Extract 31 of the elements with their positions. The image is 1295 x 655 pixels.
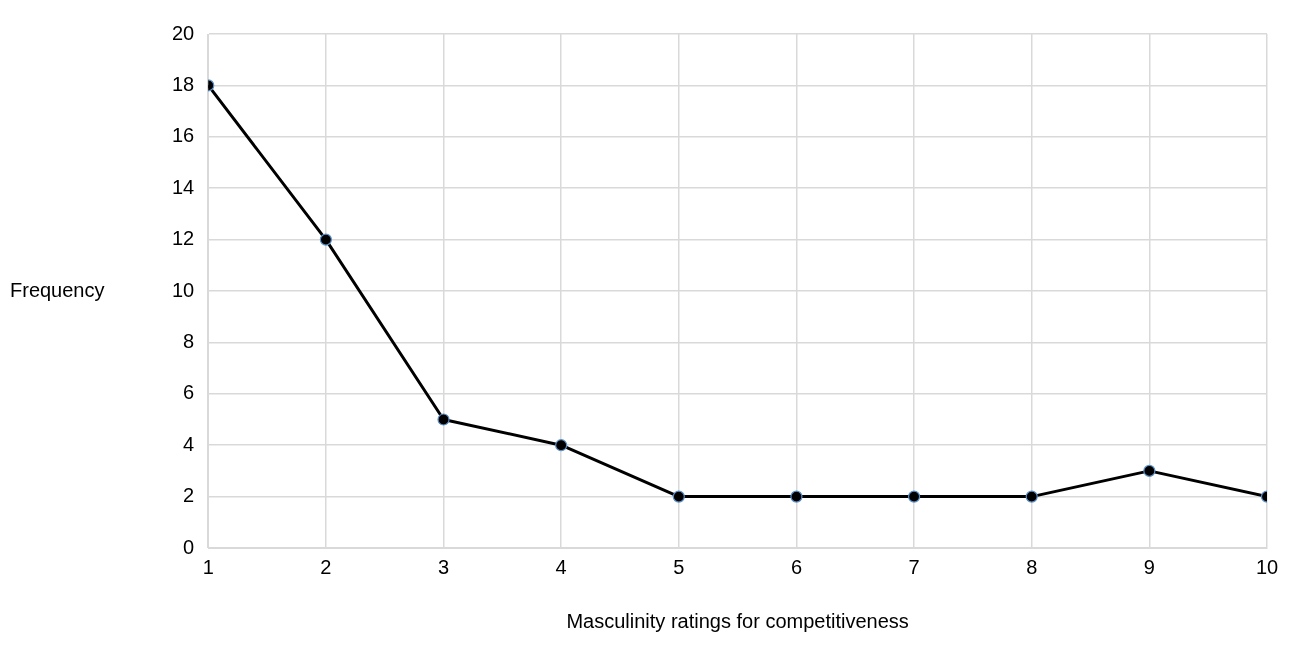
point bbox=[672, 490, 685, 503]
y-tick-label: 6 bbox=[183, 381, 195, 404]
point bbox=[1143, 464, 1156, 477]
y-axis-title: Frequency bbox=[10, 278, 105, 301]
x-tick-label: 4 bbox=[555, 555, 567, 578]
point bbox=[555, 439, 568, 452]
x-tick-label: 1 bbox=[202, 555, 214, 578]
y-tick-label: 16 bbox=[172, 124, 195, 147]
x-tick-label: 8 bbox=[1026, 555, 1038, 578]
x-tick-label: 2 bbox=[320, 555, 332, 578]
point bbox=[319, 233, 332, 246]
y-tick-label: 8 bbox=[183, 329, 195, 352]
x-axis-title: Masculinity ratings for competitiveness bbox=[566, 609, 909, 632]
y-tick-label: 18 bbox=[172, 72, 195, 95]
y-tick-label: 2 bbox=[183, 484, 195, 507]
x-tick-label: 7 bbox=[908, 555, 920, 578]
point bbox=[437, 413, 450, 426]
y-tick-label: 4 bbox=[183, 432, 195, 455]
x-tick-label: 9 bbox=[1143, 555, 1155, 578]
point bbox=[907, 490, 921, 503]
y-tick-label: 0 bbox=[183, 535, 195, 558]
x-tick-label: 5 bbox=[673, 555, 685, 578]
point bbox=[1025, 490, 1038, 503]
y-tick-label: 12 bbox=[172, 227, 195, 250]
x-tick-label: 3 bbox=[437, 555, 450, 578]
y-tick-label: 10 bbox=[172, 278, 195, 301]
point bbox=[790, 490, 803, 503]
x-tick-label: 10 bbox=[1255, 555, 1279, 578]
y-tick-label: 20 bbox=[172, 21, 195, 44]
y-tick-label: 14 bbox=[172, 175, 195, 198]
x-tick-label: 6 bbox=[790, 555, 803, 578]
